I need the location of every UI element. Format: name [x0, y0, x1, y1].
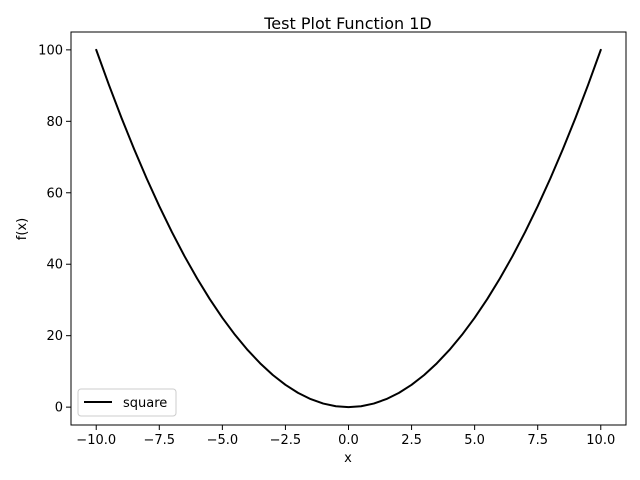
y-tick-label: 100: [38, 43, 63, 58]
series-layer: [95, 48, 602, 409]
x-tick-label: −7.5: [144, 433, 176, 448]
chart-title: Test Plot Function 1D: [263, 14, 431, 33]
y-tick-label: 80: [46, 115, 63, 130]
x-tick-label: 2.5: [401, 433, 422, 448]
y-axis-label: f(x): [15, 218, 30, 240]
x-axis-label: x: [344, 451, 352, 466]
x-tick-label: −10.0: [76, 433, 116, 448]
y-tick-label: 60: [46, 186, 63, 201]
legend: square: [77, 388, 177, 417]
legend-box: [77, 388, 177, 417]
y-tick-label: 40: [46, 258, 63, 273]
x-axis: −10.0 −7.5 −5.0 −2.5 0.0 2.5 5.0 7.5 10.0: [76, 425, 615, 448]
series-line-square: [95, 48, 602, 409]
x-tick-label: 7.5: [527, 433, 548, 448]
y-tick-label: 20: [46, 329, 63, 344]
x-tick-label: 0.0: [338, 433, 359, 448]
y-tick-label: 0: [55, 401, 63, 416]
x-tick-label: 10.0: [586, 433, 615, 448]
y-axis: 0 20 40 60 80 100: [38, 43, 71, 416]
x-tick-label: 5.0: [464, 433, 485, 448]
x-tick-label: −2.5: [270, 433, 302, 448]
x-tick-label: −5.0: [207, 433, 239, 448]
legend-label-square: square: [123, 396, 167, 411]
